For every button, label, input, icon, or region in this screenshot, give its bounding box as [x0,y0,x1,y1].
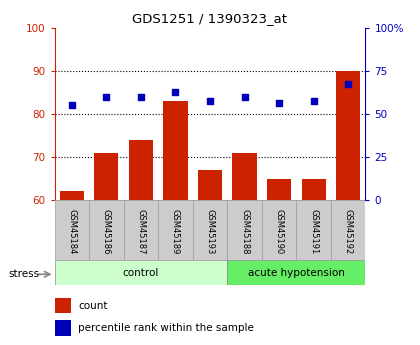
Bar [336,71,360,200]
Bar [302,179,326,200]
Point [138,94,144,99]
Bar [267,179,291,200]
FancyBboxPatch shape [89,200,123,260]
FancyBboxPatch shape [262,200,297,260]
Bar [129,140,153,200]
Bar [198,170,222,200]
FancyBboxPatch shape [123,200,158,260]
FancyBboxPatch shape [297,200,331,260]
Text: count: count [78,301,108,311]
Text: acute hypotension: acute hypotension [248,268,345,277]
Text: GSM45187: GSM45187 [136,209,145,255]
Text: GSM45193: GSM45193 [205,209,215,255]
Bar [94,152,118,200]
Text: GSM45190: GSM45190 [275,209,284,254]
FancyBboxPatch shape [227,260,365,285]
FancyBboxPatch shape [55,260,227,285]
Point [207,98,213,104]
Text: GSM45191: GSM45191 [309,209,318,254]
FancyBboxPatch shape [158,200,193,260]
Bar [232,152,257,200]
Title: GDS1251 / 1390323_at: GDS1251 / 1390323_at [132,12,288,25]
Text: percentile rank within the sample: percentile rank within the sample [78,323,254,333]
Bar [163,101,188,200]
Text: GSM45189: GSM45189 [171,209,180,255]
Text: GSM45184: GSM45184 [67,209,76,255]
Bar [55,298,71,313]
Point [172,90,179,95]
FancyBboxPatch shape [227,200,262,260]
Point [345,81,352,87]
FancyBboxPatch shape [193,200,227,260]
Point [310,98,317,104]
Text: GSM45192: GSM45192 [344,209,353,254]
Bar [55,320,71,336]
Point [103,94,110,99]
Text: control: control [123,268,159,277]
Bar [60,191,84,200]
Point [241,94,248,99]
Point [276,100,282,106]
Text: GSM45186: GSM45186 [102,209,111,255]
Text: GSM45188: GSM45188 [240,209,249,255]
FancyBboxPatch shape [331,200,365,260]
FancyBboxPatch shape [55,200,89,260]
Text: stress: stress [8,269,39,279]
Point [68,102,75,108]
